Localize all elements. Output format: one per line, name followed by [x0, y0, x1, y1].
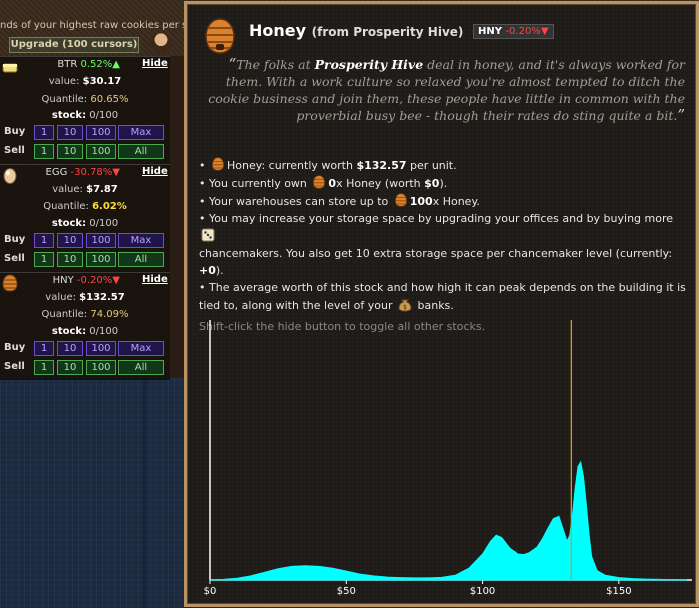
x-tick-label: $100 — [470, 586, 495, 597]
stock-panel-hny: HNY -0.20%▼ Hide value: $132.57 Quantile… — [0, 272, 170, 380]
distribution-area — [209, 460, 688, 581]
sell-100-button[interactable]: 100 — [86, 360, 116, 375]
buy-100-button[interactable]: 100 — [86, 341, 116, 356]
sell-1-button[interactable]: 1 — [34, 360, 54, 375]
stock-row: stock: 0/100 — [51, 218, 119, 229]
value-row: value: $132.57 — [45, 292, 125, 303]
quantile-row: Quantile: 74.09% — [41, 309, 129, 320]
sell-10-button[interactable]: 10 — [57, 360, 83, 375]
stock-panel-egg: EGG -30.78%▼ Hide value: $7.87 Quantile:… — [0, 164, 170, 272]
hide-link[interactable]: Hide — [142, 274, 168, 285]
divider — [143, 378, 146, 608]
x-tick-label: $0 — [204, 586, 217, 597]
sell-1-button[interactable]: 1 — [34, 252, 54, 267]
sell-100-button[interactable]: 100 — [86, 252, 116, 267]
sell-row: Sell 1 10 100 All — [0, 143, 170, 160]
stock-info: • Honey: currently worth $132.57 per uni… — [199, 156, 693, 335]
stock-header: BTR 0.52%▲ — [57, 59, 120, 70]
buy-max-button[interactable]: Max — [118, 233, 164, 248]
buy-10-button[interactable]: 10 — [57, 233, 83, 248]
info-line-storage: • Your warehouses can store up to 100x H… — [199, 192, 693, 210]
buy-row: Buy 1 10 100 Max — [0, 124, 170, 141]
bank-top-note: nds of your highest raw cookies per se — [0, 20, 184, 31]
buy-1-button[interactable]: 1 — [34, 233, 54, 248]
buy-100-button[interactable]: 100 — [86, 233, 116, 248]
sell-10-button[interactable]: 10 — [57, 252, 83, 267]
sell-10-button[interactable]: 10 — [57, 144, 83, 159]
sell-all-button[interactable]: All — [118, 144, 164, 159]
buy-1-button[interactable]: 1 — [34, 125, 54, 140]
stock-row: stock: 0/100 — [51, 326, 119, 337]
flavor-quote: “The folks at Prosperity Hive deal in ho… — [208, 55, 685, 124]
hide-hint: Shift-click the hide button to toggle al… — [199, 320, 486, 333]
sell-1-button[interactable]: 1 — [34, 144, 54, 159]
quantile-row: Quantile: 6.02% — [43, 201, 127, 212]
info-line-chancemaker: chancemakers. You also get 10 extra stor… — [199, 247, 673, 277]
stock-header: HNY -0.20%▼ — [52, 275, 120, 286]
stock-row: stock: 0/100 — [51, 110, 119, 121]
stock-tooltip: Honey (from Prosperity Hive) HNY -0.20%▼… — [184, 1, 699, 607]
stock-panel-btr: BTR 0.52%▲ Hide value: $30.17 Quantile: … — [0, 56, 170, 164]
buy-10-button[interactable]: 10 — [57, 125, 83, 140]
beehive-icon — [2, 274, 18, 292]
tooltip-title: Honey (from Prosperity Hive) HNY -0.20%▼ — [249, 21, 554, 40]
ticker-badge: HNY -0.20%▼ — [472, 24, 554, 39]
sell-row: Sell 1 10 100 All — [0, 359, 170, 376]
info-line-worth: • Honey: currently worth $132.57 per uni… — [199, 156, 693, 174]
dice-icon — [201, 228, 215, 242]
stock-column-edge — [170, 56, 184, 378]
buy-max-button[interactable]: Max — [118, 341, 164, 356]
beehive-icon — [205, 18, 235, 54]
buy-row: Buy 1 10 100 Max — [0, 340, 170, 357]
beehive-icon — [211, 157, 225, 171]
buy-1-button[interactable]: 1 — [34, 341, 54, 356]
info-line-average: • The average worth of this stock and ho… — [199, 281, 686, 312]
quantile-row: Quantile: 60.65% — [41, 94, 129, 105]
sell-row: Sell 1 10 100 All — [0, 251, 170, 268]
x-tick-label: $150 — [606, 586, 631, 597]
buy-10-button[interactable]: 10 — [57, 341, 83, 356]
hide-link[interactable]: Hide — [142, 166, 168, 177]
beehive-icon — [313, 175, 326, 189]
butter-icon — [2, 63, 18, 73]
hide-link[interactable]: Hide — [142, 58, 168, 69]
moneybag-icon: $ — [398, 299, 412, 312]
egg-icon — [3, 168, 17, 184]
upgrade-button[interactable]: Upgrade (100 cursors) — [9, 37, 139, 53]
buy-100-button[interactable]: 100 — [86, 125, 116, 140]
sell-all-button[interactable]: All — [118, 252, 164, 267]
svg-text:$: $ — [403, 304, 407, 311]
x-tick-label: $50 — [337, 586, 356, 597]
sell-all-button[interactable]: All — [118, 360, 164, 375]
info-line-upgrade: • You may increase your storage space by… — [199, 210, 693, 245]
sell-100-button[interactable]: 100 — [86, 144, 116, 159]
price-distribution-chart: $0 $50 $100 $150 — [204, 320, 692, 597]
value-row: value: $30.17 — [48, 76, 122, 87]
info-line-owned: • You currently own 0x Honey (worth $0). — [199, 174, 693, 192]
beehive-icon — [394, 193, 407, 207]
buy-row: Buy 1 10 100 Max — [0, 232, 170, 249]
stock-header: EGG -30.78%▼ — [45, 167, 120, 178]
broker-icon[interactable] — [150, 32, 172, 54]
buy-max-button[interactable]: Max — [118, 125, 164, 140]
value-row: value: $7.87 — [52, 184, 118, 195]
